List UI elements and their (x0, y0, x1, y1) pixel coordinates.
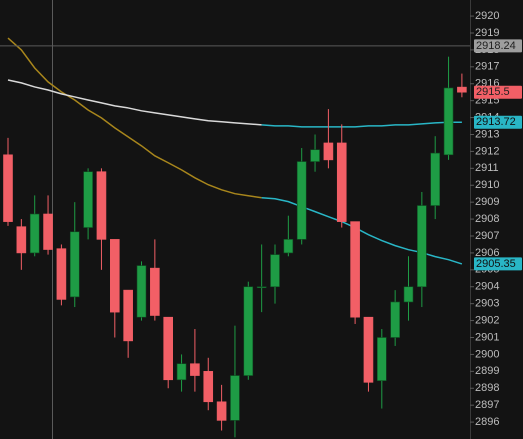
candle-body (310, 149, 320, 162)
candle-body (323, 142, 334, 161)
y-tick-label: 2910 (475, 179, 499, 191)
y-tick-label: 2917 (475, 61, 499, 73)
candle-body (96, 171, 107, 240)
candle-body (69, 231, 80, 298)
y-tick-label: 2913 (475, 128, 499, 140)
candle-body (443, 87, 454, 156)
crosshair-price-label: 2918.24 (476, 40, 516, 52)
ma-price-label: 2913.72 (476, 116, 516, 128)
y-tick-label: 2898 (475, 382, 499, 394)
candle-body (457, 86, 467, 93)
y-tick-label: 2900 (475, 348, 499, 360)
y-tick-label: 2919 (475, 27, 499, 39)
y-tick-label: 2908 (475, 213, 499, 225)
candle-body (417, 205, 427, 288)
y-tick-label: 2909 (475, 196, 499, 208)
y-tick-label: 2907 (475, 230, 499, 242)
ma-price-label-box (474, 115, 522, 129)
candle-body (163, 316, 173, 381)
candle-body (29, 213, 40, 254)
candle-body (430, 152, 441, 206)
moving-average (7, 37, 262, 199)
candle-body (336, 142, 347, 222)
y-tick-label: 2899 (475, 365, 499, 377)
candle-body (203, 371, 214, 403)
candle-body (150, 267, 160, 316)
candle-body (363, 316, 374, 383)
ma-price-label-box (474, 257, 522, 271)
y-tick-label: 2912 (475, 145, 499, 157)
last-price-label: 2915.5 (476, 86, 510, 98)
candle-body (136, 265, 147, 318)
candle-body (3, 154, 13, 222)
candle-body (230, 375, 240, 421)
y-tick-label: 2911 (475, 162, 499, 174)
candle-body (56, 248, 67, 300)
candle-body (16, 226, 27, 254)
moving-average (261, 197, 463, 265)
candle-body (376, 337, 387, 381)
y-tick-label: 2896 (475, 416, 499, 428)
candle-body (256, 286, 267, 289)
candle-body (43, 213, 53, 250)
y-tick-label: 2902 (475, 314, 499, 326)
moving-average (7, 79, 262, 126)
last-price-label-box (474, 85, 522, 99)
moving-average (261, 121, 462, 128)
y-tick-label: 2903 (475, 298, 499, 310)
y-tick-label: 2897 (475, 399, 499, 411)
candle-body (176, 363, 187, 381)
ma-price-label: 2905.35 (476, 258, 516, 270)
crosshair-price-label-box (474, 39, 522, 53)
candle-body (296, 161, 307, 240)
candle-body (83, 171, 93, 228)
y-tick-label: 2920 (475, 10, 499, 22)
candle-body (123, 289, 133, 342)
y-tick-label: 2906 (475, 247, 499, 259)
candle-body (390, 301, 400, 338)
candle-body (350, 221, 360, 318)
candle-body (403, 286, 414, 303)
candle-body (243, 286, 254, 376)
candle-body (283, 239, 294, 254)
candle-body (216, 401, 227, 421)
candle-body (270, 254, 280, 288)
candle-body (110, 239, 120, 313)
y-tick-label: 2904 (475, 281, 499, 293)
candle-body (190, 363, 200, 376)
y-tick-label: 2901 (475, 331, 499, 343)
